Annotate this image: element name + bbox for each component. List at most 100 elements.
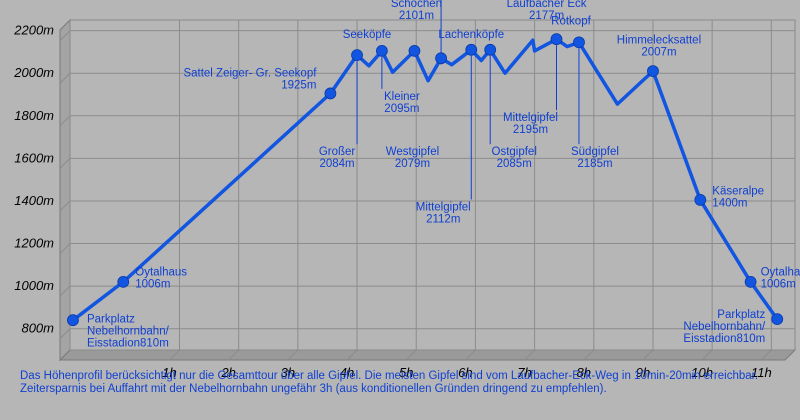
- peak-label: Rotkopf: [551, 15, 591, 27]
- y-gridline-wall: [59, 30, 71, 41]
- y-gridline-wall: [59, 72, 71, 84]
- y-gridline-wall: [59, 243, 71, 254]
- x-tick-label: 11h: [751, 365, 772, 380]
- waypoint-label: Sattel Zeiger- Gr. Seekopf 1925m: [183, 67, 317, 91]
- y-tick-label: 1000m: [14, 278, 54, 293]
- waypoint-label-line: Südgipfel: [571, 146, 619, 158]
- profile-line: [71, 37, 779, 322]
- waypoint-marker: [67, 314, 79, 327]
- waypoint-label-line: Nebelhornbahn/: [87, 325, 170, 337]
- waypoint-label: Himmelecksattel 2007m: [617, 34, 701, 58]
- y-gridline-wall: [59, 115, 71, 127]
- x-gridline-floor: [169, 349, 180, 361]
- waypoint-label: Großer 2084m: [319, 146, 356, 170]
- y-tick-label: 1400m: [14, 193, 54, 208]
- waypoint-marker: [375, 44, 388, 57]
- waypoint-label-line: Mittelgipfel: [416, 202, 471, 214]
- peak-label-line: 2177m: [529, 10, 564, 22]
- x-gridline-floor: [642, 349, 654, 361]
- waypoint-label-line: Mittelgipfel: [503, 112, 558, 124]
- peak-label-line: 2101m: [399, 10, 434, 22]
- peak-label-line: Rotkopf: [551, 15, 591, 27]
- waypoint-label-line: Oytalhaus: [761, 266, 800, 278]
- waypoint-label-line: 1925m: [281, 79, 316, 91]
- waypoint-label-line: Sattel Zeiger- Gr. Seekopf: [183, 67, 317, 79]
- waypoint-label-line: 2185m: [577, 158, 612, 170]
- x-gridline-floor: [228, 349, 240, 361]
- y-tick-label: 1800m: [14, 108, 54, 123]
- waypoint-label-line: Himmelecksattel: [617, 34, 701, 46]
- x-tick-label: 10h: [691, 365, 713, 380]
- waypoint-label: Mittelgipfel 2112m: [416, 202, 471, 226]
- waypoint-marker: [550, 33, 563, 46]
- x-tick-label: 2h: [220, 365, 235, 380]
- peak-label-line: Seeköpfe: [343, 29, 392, 41]
- x-gridline-floor: [405, 349, 417, 361]
- waypoint-label-line: 1006m: [135, 278, 170, 290]
- waypoint-label-line: 1006m: [761, 278, 796, 290]
- y-tick-label: 1600m: [14, 150, 54, 165]
- x-tick-label: 6h: [458, 365, 472, 380]
- y-tick-label: 800m: [21, 321, 54, 336]
- waypoint-label-line: Kleiner: [384, 91, 420, 103]
- waypoint-marker: [324, 87, 337, 100]
- x-gridline-floor: [287, 349, 299, 361]
- waypoint-label-line: 2095m: [384, 103, 419, 115]
- peak-label-line: Lachenköpfe: [438, 29, 504, 41]
- waypoint-marker: [771, 313, 784, 326]
- chart-wall: [59, 18, 71, 362]
- peak-label: Lachenköpfe: [438, 29, 504, 41]
- y-tick-label: 1200m: [14, 236, 54, 251]
- x-gridline-floor: [524, 349, 535, 361]
- waypoint-label: Südgipfel 2185m: [571, 146, 619, 170]
- x-tick-label: 9h: [636, 365, 650, 380]
- waypoint-marker: [694, 194, 707, 206]
- waypoint-label-line: Käseralpe: [712, 186, 764, 198]
- y-tick-label: 2000m: [13, 65, 54, 80]
- waypoint-label-line: 2195m: [513, 124, 548, 136]
- y-gridline-wall: [59, 200, 71, 212]
- caption-line-2: Zeitersparnis bei Auffahrt mit der Nebel…: [20, 383, 607, 395]
- waypoint-label-line: Ostgipfel: [492, 146, 537, 158]
- waypoint-marker: [484, 43, 497, 56]
- waypoint-label-line: 2084m: [319, 158, 354, 170]
- waypoint-label: Parkplatz Nebelhornbahn/Eisstadion810m: [683, 309, 766, 345]
- waypoint-label-line: Westgipfel: [386, 146, 439, 158]
- waypoint-label: Mittelgipfel 2195m: [503, 112, 558, 136]
- waypoint-label-line: 2079m: [395, 158, 430, 170]
- caption-line-1: Das Höhenprofil berücksichtigt nur die G…: [20, 370, 759, 382]
- x-gridline-floor: [701, 349, 713, 361]
- waypoint-label-line: Oytalhaus: [135, 266, 187, 278]
- waypoint-label: Parkplatz Nebelhornbahn/Eisstadion810m: [87, 313, 170, 349]
- waypoint-marker: [744, 275, 757, 288]
- waypoint-label-line: Großer: [319, 146, 356, 158]
- waypoint-marker: [351, 49, 363, 62]
- plot-area: [69, 19, 796, 351]
- y-gridline-wall: [59, 328, 71, 340]
- waypoint-marker: [465, 43, 478, 56]
- waypoint-label-line: Parkplatz: [87, 313, 135, 325]
- waypoint-label-line: Nebelhornbahn/: [683, 321, 766, 333]
- waypoint-marker: [647, 65, 659, 77]
- x-tick-label: 5h: [399, 365, 413, 380]
- waypoint-marker: [435, 52, 447, 65]
- waypoint-marker: [408, 44, 421, 57]
- y-gridline-wall: [59, 285, 71, 297]
- x-gridline-floor: [583, 349, 595, 361]
- x-gridline-floor: [346, 349, 358, 361]
- peak-label: Laufbacher Eck 2177m: [507, 0, 587, 22]
- waypoint-label-line: 2085m: [497, 158, 532, 170]
- peak-label-line: Laufbacher Eck: [507, 0, 587, 10]
- waypoint-label-line: 2007m: [641, 46, 676, 58]
- x-gridline-floor: [760, 349, 772, 361]
- chart-caption: Das Höhenprofil berücksichtigt nur die G…: [20, 370, 795, 396]
- waypoint-label: Westgipfel 2079m: [386, 146, 439, 170]
- waypoint-label: Kleiner 2095m: [384, 91, 420, 115]
- x-tick-label: 3h: [281, 365, 295, 380]
- x-gridline-floor: [465, 349, 476, 361]
- waypoint-marker: [117, 275, 130, 288]
- x-tick-label: 1h: [162, 365, 176, 380]
